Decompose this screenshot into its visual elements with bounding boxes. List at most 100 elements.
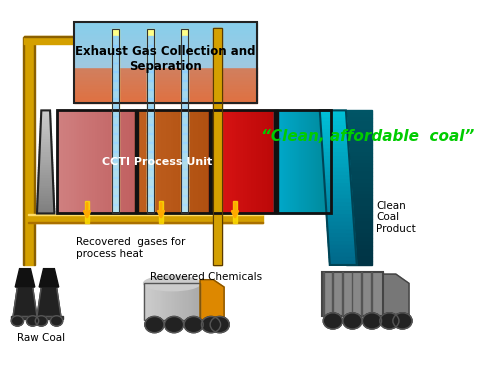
Polygon shape xyxy=(346,176,372,180)
Bar xyxy=(314,110,316,213)
Bar xyxy=(231,110,233,213)
Bar xyxy=(189,110,192,213)
Polygon shape xyxy=(37,195,54,198)
Bar xyxy=(302,110,304,213)
Polygon shape xyxy=(38,185,54,188)
Bar xyxy=(270,110,272,213)
Bar xyxy=(282,110,284,213)
Text: “Clean, affordable  coal”: “Clean, affordable coal” xyxy=(261,129,474,144)
Polygon shape xyxy=(346,180,372,184)
Polygon shape xyxy=(38,190,54,193)
Circle shape xyxy=(35,316,48,326)
Bar xyxy=(182,89,188,99)
Polygon shape xyxy=(346,122,372,126)
Polygon shape xyxy=(346,188,372,191)
Bar xyxy=(113,116,118,125)
Polygon shape xyxy=(322,149,349,153)
Bar xyxy=(59,110,62,213)
Bar xyxy=(199,110,201,213)
Polygon shape xyxy=(41,110,50,113)
Bar xyxy=(111,110,114,213)
Bar xyxy=(192,283,195,320)
Polygon shape xyxy=(40,136,51,139)
Bar xyxy=(159,201,163,223)
Bar xyxy=(137,110,140,213)
Bar xyxy=(113,63,118,72)
Polygon shape xyxy=(322,141,348,145)
Bar xyxy=(74,46,257,48)
Bar xyxy=(224,110,226,213)
Bar xyxy=(182,142,188,152)
Polygon shape xyxy=(346,130,372,134)
Text: CCTI Process Unit: CCTI Process Unit xyxy=(101,157,212,167)
Bar xyxy=(113,186,118,196)
Polygon shape xyxy=(40,123,51,126)
Bar xyxy=(209,110,212,213)
Bar xyxy=(148,98,153,107)
Bar xyxy=(149,110,152,213)
Bar xyxy=(175,283,178,320)
Bar xyxy=(96,110,99,213)
Bar xyxy=(149,283,152,320)
Bar xyxy=(130,110,132,213)
Bar xyxy=(74,83,257,84)
Bar xyxy=(74,29,257,30)
Bar xyxy=(113,177,118,187)
Bar xyxy=(319,110,321,213)
Polygon shape xyxy=(325,184,351,188)
Polygon shape xyxy=(40,134,51,136)
Polygon shape xyxy=(37,193,54,195)
Polygon shape xyxy=(37,206,54,208)
Bar xyxy=(85,110,88,213)
Bar xyxy=(158,283,160,320)
Bar xyxy=(157,110,159,213)
Bar xyxy=(106,110,109,213)
Bar xyxy=(182,29,189,213)
Bar xyxy=(113,195,118,205)
Bar xyxy=(148,204,153,213)
Polygon shape xyxy=(324,172,350,176)
Polygon shape xyxy=(324,180,351,184)
Bar xyxy=(310,110,312,213)
Bar xyxy=(34,37,35,265)
Bar xyxy=(268,110,270,213)
Bar xyxy=(182,116,188,125)
Bar xyxy=(148,195,153,205)
Bar xyxy=(211,110,213,213)
Bar xyxy=(74,54,257,56)
Bar xyxy=(74,69,257,71)
Bar xyxy=(113,36,118,46)
Polygon shape xyxy=(37,211,55,213)
Polygon shape xyxy=(39,157,52,159)
Polygon shape xyxy=(330,261,357,265)
Bar xyxy=(182,177,188,187)
Polygon shape xyxy=(346,250,372,253)
Bar xyxy=(361,272,362,316)
Bar xyxy=(182,71,188,81)
Bar xyxy=(246,110,248,213)
Bar xyxy=(113,89,118,99)
Bar xyxy=(74,22,257,103)
Bar xyxy=(148,80,153,90)
Bar xyxy=(72,110,75,213)
Bar xyxy=(28,222,263,223)
Bar xyxy=(174,110,177,213)
Polygon shape xyxy=(328,230,354,234)
Bar xyxy=(265,110,268,213)
Bar xyxy=(99,110,101,213)
Bar xyxy=(77,110,80,213)
Bar xyxy=(112,29,119,213)
Bar xyxy=(248,110,250,213)
Polygon shape xyxy=(346,160,372,164)
Polygon shape xyxy=(38,180,53,183)
Bar xyxy=(74,73,257,75)
Bar xyxy=(113,151,118,160)
Bar xyxy=(148,36,153,46)
Polygon shape xyxy=(329,250,356,253)
Polygon shape xyxy=(346,149,372,153)
Bar xyxy=(74,64,257,65)
Bar xyxy=(74,80,257,81)
Bar xyxy=(254,110,257,213)
Polygon shape xyxy=(323,157,349,160)
Bar xyxy=(257,110,259,213)
